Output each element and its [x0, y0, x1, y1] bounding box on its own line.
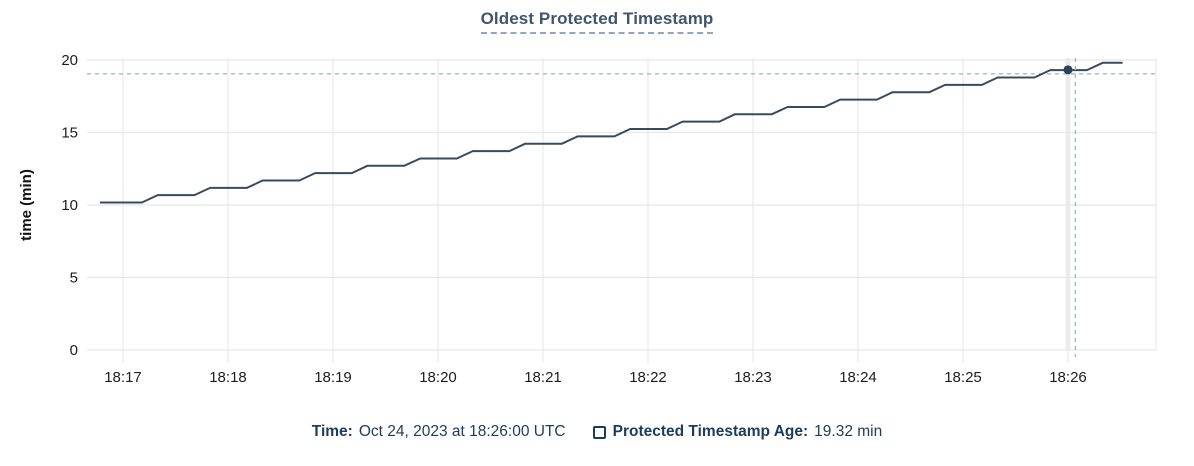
hover-data-point-dot [1063, 65, 1073, 75]
y-tick-label: 0 [70, 342, 78, 359]
chart-plot-area[interactable]: 0 5 10 15 20 18:17 18:18 18:19 18:20 18:21 18:22 18… [0, 0, 1194, 400]
x-tick-label: 18:17 [104, 369, 142, 386]
series-value: 19.32 min [814, 423, 883, 440]
x-tick-label: 18:24 [839, 369, 877, 386]
series-line-protected-timestamp-age [99, 61, 1123, 204]
x-tick-label: 18:20 [419, 369, 457, 386]
chart-hover-legend: Time: Oct 24, 2023 at 18:26:00 UTC Prote… [0, 423, 1194, 441]
x-tick-label: 18:26 [1049, 369, 1087, 386]
y-tick-label: 5 [70, 270, 78, 287]
x-tick-label: 18:18 [209, 369, 247, 386]
series-name-label: Protected Timestamp Age: [612, 423, 809, 440]
x-tick-label: 18:25 [944, 369, 982, 386]
hover-time-label: Time: [311, 423, 353, 440]
y-tick-label: 15 [61, 125, 78, 142]
y-tick-label: 20 [61, 52, 78, 69]
y-tick-label: 10 [61, 197, 78, 214]
chart-title-row: Oldest Protected Timestamp [0, 9, 1194, 34]
hover-time-value: Oct 24, 2023 at 18:26:00 UTC [358, 423, 566, 440]
x-tick-label: 18:19 [314, 369, 352, 386]
x-tick-label: 18:21 [524, 369, 562, 386]
y-axis-title: time (min) [18, 169, 35, 241]
x-tick-label: 18:22 [629, 369, 667, 386]
series-checkbox-icon[interactable] [592, 425, 606, 439]
chart-title[interactable]: Oldest Protected Timestamp [480, 9, 714, 34]
x-tick-label: 18:23 [734, 369, 772, 386]
